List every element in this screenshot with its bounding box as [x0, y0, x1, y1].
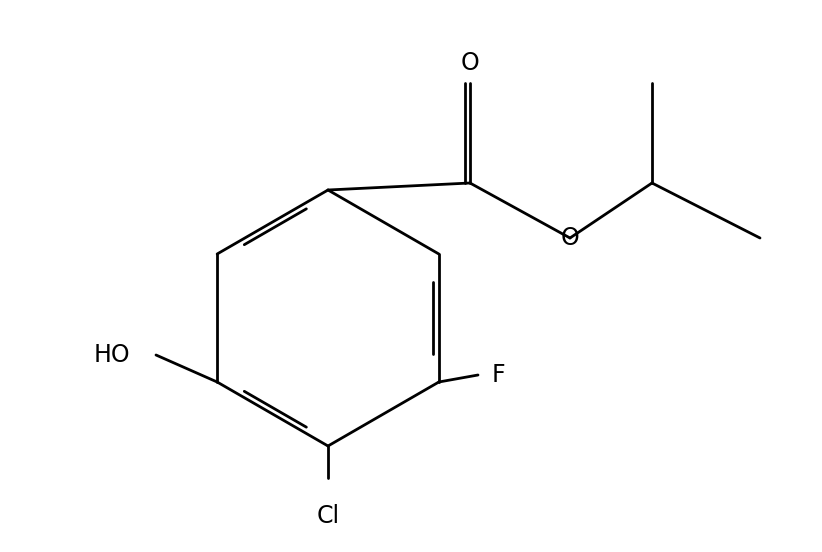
Text: O: O: [460, 51, 479, 75]
Text: Cl: Cl: [316, 504, 339, 528]
Text: O: O: [561, 226, 580, 250]
Text: F: F: [492, 363, 506, 387]
Text: HO: HO: [94, 343, 130, 367]
